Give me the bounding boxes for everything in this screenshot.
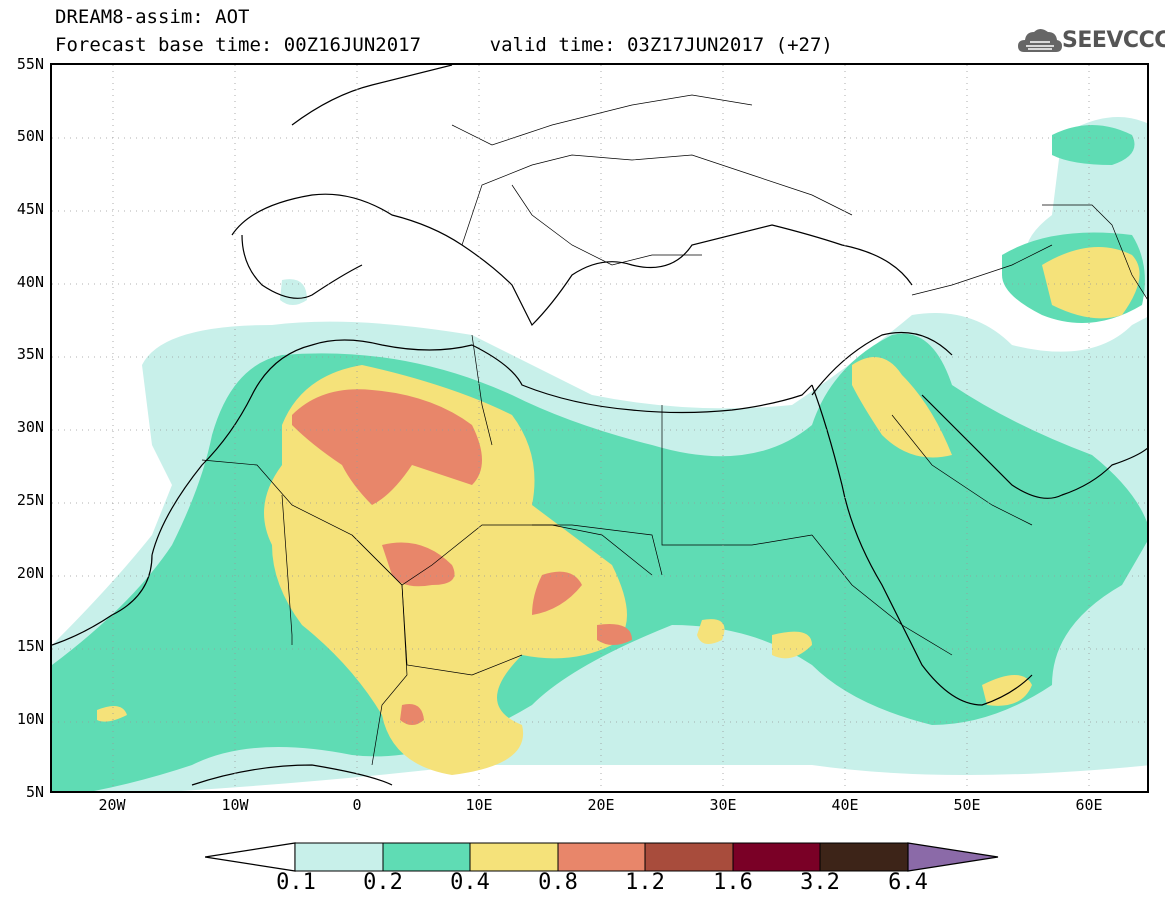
colorbar-label-3: 0.8 — [538, 870, 578, 895]
lat-label-5n: 5N — [25, 783, 44, 801]
colorbar-segment-4 — [644, 842, 734, 872]
forecast-times: Forecast base time: 00Z16JUN2017 valid t… — [55, 34, 833, 56]
lat-label-20n: 20N — [16, 564, 44, 582]
colorbar-segment-3 — [557, 842, 646, 872]
aot-map — [50, 63, 1149, 793]
lat-label-10n: 10N — [16, 710, 44, 728]
colorbar-label-6: 3.2 — [800, 870, 840, 895]
lat-label-25n: 25N — [16, 491, 44, 509]
lon-label-10e: 10E — [465, 796, 493, 814]
lat-label-45n: 45N — [16, 200, 44, 218]
lat-label-35n: 35N — [16, 345, 44, 363]
lon-label-30e: 30E — [709, 796, 737, 814]
colorbar-segment-0 — [294, 842, 384, 872]
lon-label-10w: 10W — [221, 796, 249, 814]
lon-label-20e: 20E — [587, 796, 615, 814]
colorbar-segment-6 — [819, 842, 909, 872]
coastlines — [52, 65, 1147, 786]
colorbar-label-5: 1.6 — [713, 870, 753, 895]
lat-label-40n: 40N — [16, 273, 44, 291]
lon-label-60e: 60E — [1075, 796, 1103, 814]
colorbar-label-0: 0.1 — [276, 870, 316, 895]
colorbar-segment-5 — [732, 842, 821, 872]
lat-label-55n: 55N — [16, 55, 44, 73]
country-borders — [201, 94, 1147, 766]
colorbar-under-triangle — [205, 842, 296, 872]
lon-label-40e: 40E — [831, 796, 859, 814]
colorbar-segment-1 — [382, 842, 471, 872]
lon-label-50e: 50E — [953, 796, 981, 814]
lat-label-15n: 15N — [16, 637, 44, 655]
colorbar-label-1: 0.2 — [363, 870, 403, 895]
lat-label-50n: 50N — [16, 127, 44, 145]
colorbar-label-2: 0.4 — [450, 870, 490, 895]
colorbar-label-7: 6.4 — [888, 870, 928, 895]
colorbar-label-4: 1.2 — [625, 870, 665, 895]
map-title: DREAM8-assim: AOT — [55, 6, 250, 28]
logo-text: SEEVCCC — [1062, 28, 1165, 53]
colorbar-segment-2 — [469, 842, 559, 872]
lat-label-30n: 30N — [16, 418, 44, 436]
aot-contour-0.8 — [292, 389, 632, 725]
lon-label-20w: 20W — [98, 796, 126, 814]
cloud-icon — [1018, 29, 1062, 52]
lon-label-0: 0 — [352, 796, 362, 814]
colorbar-over-triangle — [907, 842, 999, 872]
aot-colorbar — [205, 842, 999, 872]
